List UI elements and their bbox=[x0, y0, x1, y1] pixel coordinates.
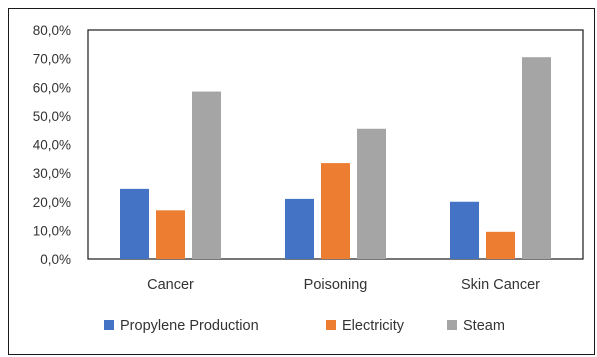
chart-frame bbox=[8, 8, 595, 355]
y-tick-label: 10,0% bbox=[33, 223, 71, 238]
y-tick-label: 30,0% bbox=[33, 166, 71, 181]
y-tick-label: 0,0% bbox=[40, 252, 71, 267]
bar-electricity-skin-cancer bbox=[486, 231, 515, 259]
legend-swatch bbox=[104, 320, 114, 330]
bar-propylene-production-skin-cancer bbox=[450, 201, 479, 259]
x-category-label: Poisoning bbox=[304, 277, 368, 293]
legend-label: Propylene Production bbox=[120, 318, 259, 334]
y-tick-label: 20,0% bbox=[33, 195, 71, 210]
x-category-label: Skin Cancer bbox=[461, 277, 540, 293]
y-tick-label: 60,0% bbox=[33, 80, 71, 95]
bar-electricity-cancer bbox=[156, 210, 185, 259]
x-category-label: Cancer bbox=[147, 277, 194, 293]
bar-propylene-production-cancer bbox=[120, 188, 149, 259]
y-tick-label: 80,0% bbox=[33, 23, 71, 38]
bar-propylene-production-poisoning bbox=[285, 198, 314, 259]
legend-swatch bbox=[326, 320, 336, 330]
bar-steam-skin-cancer bbox=[522, 57, 551, 259]
bar-steam-cancer bbox=[192, 91, 221, 259]
y-tick-label: 70,0% bbox=[33, 52, 71, 67]
y-tick-label: 50,0% bbox=[33, 109, 71, 124]
bar-steam-poisoning bbox=[357, 128, 386, 259]
legend-label: Electricity bbox=[342, 318, 405, 334]
legend-label: Steam bbox=[463, 318, 505, 334]
legend-swatch bbox=[447, 320, 457, 330]
bar-electricity-poisoning bbox=[321, 163, 350, 259]
y-tick-label: 40,0% bbox=[33, 138, 71, 153]
